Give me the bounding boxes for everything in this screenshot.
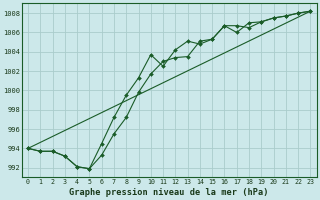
X-axis label: Graphe pression niveau de la mer (hPa): Graphe pression niveau de la mer (hPa) [69,188,269,197]
